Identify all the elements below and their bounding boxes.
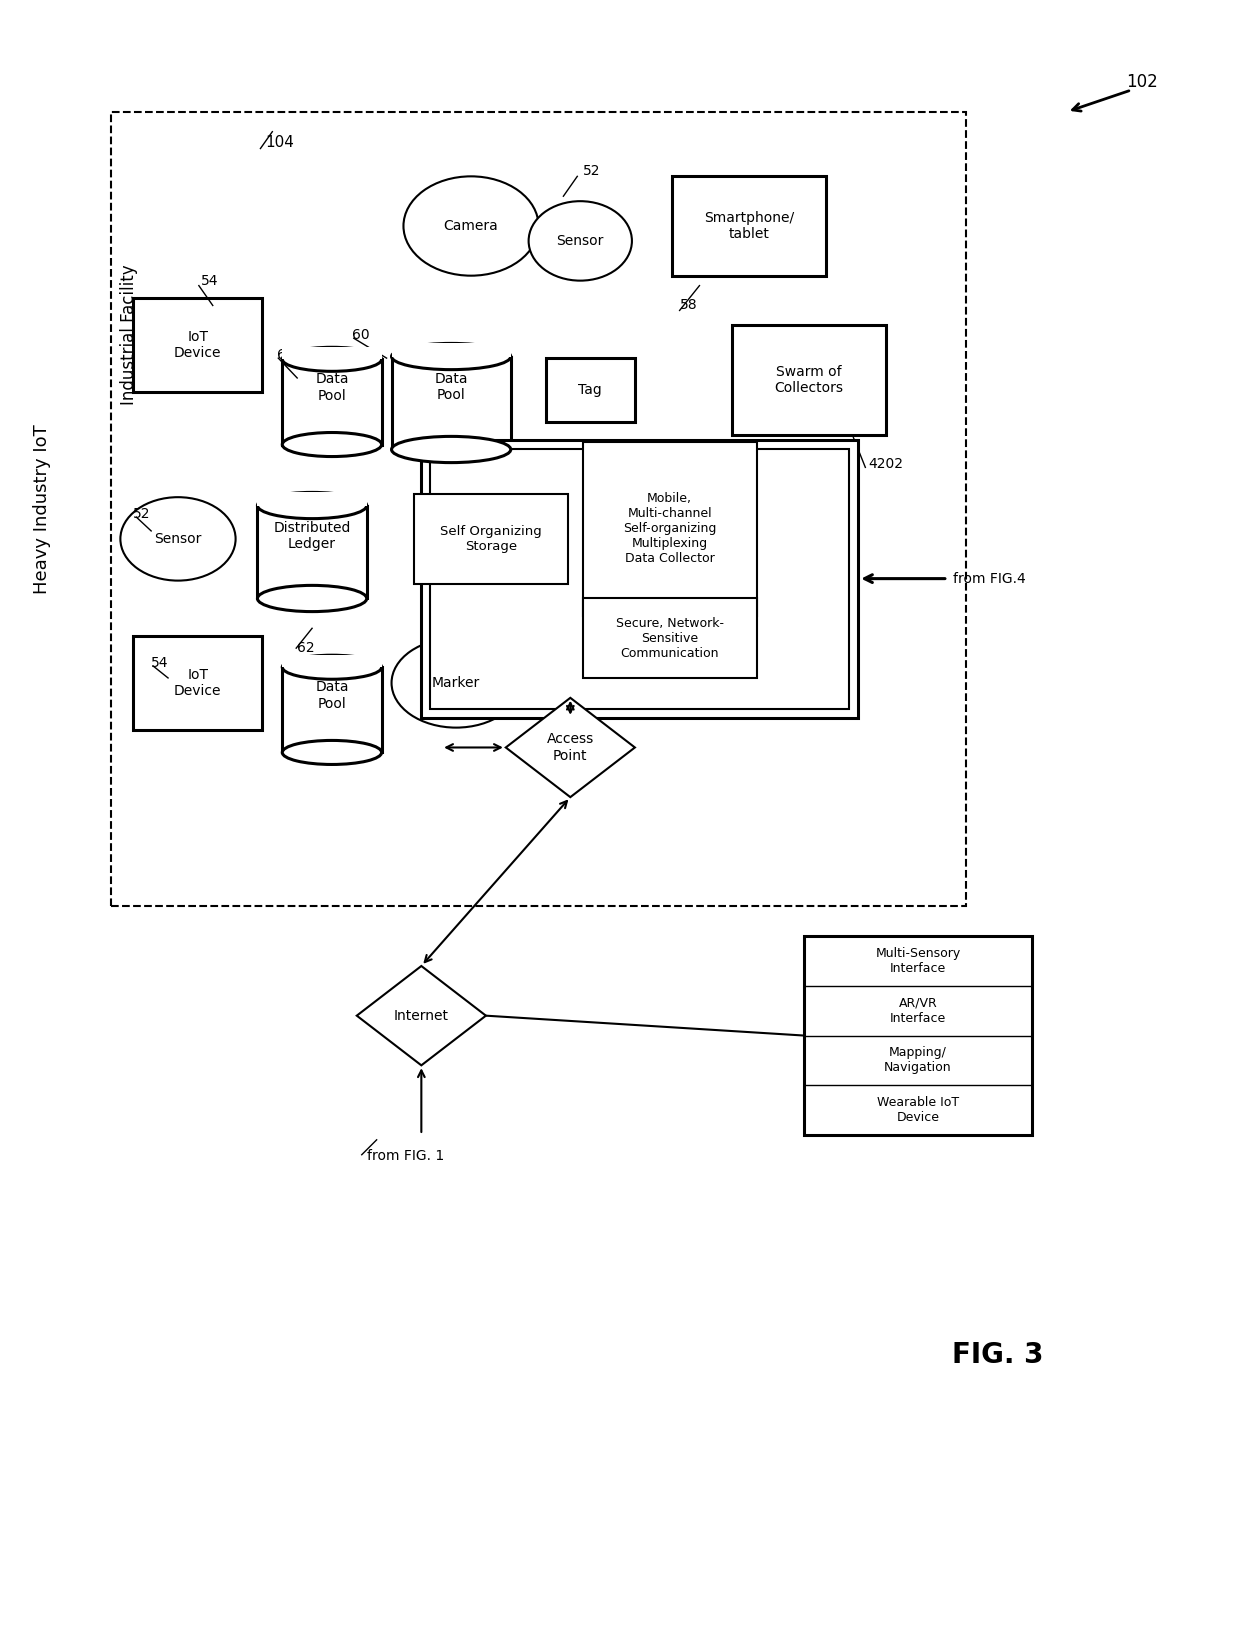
Bar [804, 936, 1032, 1134]
Bar [283, 347, 382, 359]
Ellipse shape [283, 432, 382, 457]
Text: Internet: Internet [394, 1008, 449, 1023]
Text: 60: 60 [278, 349, 295, 362]
Bar [732, 326, 885, 434]
Text: 58: 58 [680, 298, 697, 313]
Bar [283, 359, 382, 445]
Text: Marker: Marker [432, 676, 480, 689]
Text: 60: 60 [352, 329, 370, 342]
Ellipse shape [392, 638, 521, 727]
Bar [422, 440, 858, 717]
Text: from FIG.4: from FIG.4 [952, 571, 1025, 586]
Ellipse shape [258, 493, 367, 519]
Text: Multi-Sensory
Interface: Multi-Sensory Interface [875, 948, 961, 976]
Text: 4202: 4202 [868, 457, 903, 471]
Text: Data
Pool: Data Pool [315, 372, 348, 403]
Bar [258, 506, 367, 599]
Text: 104: 104 [265, 134, 294, 149]
Text: Data
Pool: Data Pool [315, 681, 348, 710]
Ellipse shape [283, 347, 382, 372]
Text: Self Organizing
Storage: Self Organizing Storage [440, 525, 542, 553]
Text: Sensor: Sensor [154, 532, 202, 545]
Text: Camera: Camera [444, 219, 498, 232]
Text: from FIG. 1: from FIG. 1 [367, 1149, 444, 1162]
Text: Tag: Tag [578, 383, 603, 396]
Text: 102: 102 [1127, 74, 1158, 92]
Text: 52: 52 [583, 164, 600, 178]
Bar [283, 655, 382, 668]
Bar [112, 111, 966, 907]
Ellipse shape [120, 498, 236, 581]
Bar [583, 599, 756, 678]
Text: IoT
Device: IoT Device [174, 668, 222, 697]
Bar [546, 357, 635, 422]
Text: Wearable IoT
Device: Wearable IoT Device [877, 1097, 959, 1125]
Bar [430, 449, 849, 709]
Bar [392, 357, 511, 450]
Text: Sensor: Sensor [557, 234, 604, 247]
Ellipse shape [392, 344, 511, 370]
Ellipse shape [392, 437, 511, 463]
Bar [672, 177, 826, 275]
Text: 62: 62 [298, 642, 315, 655]
Text: FIG. 3: FIG. 3 [951, 1341, 1043, 1369]
Text: Smartphone/
tablet: Smartphone/ tablet [704, 211, 794, 241]
Text: Mapping/
Navigation: Mapping/ Navigation [884, 1046, 952, 1074]
Text: Industrial Facility: Industrial Facility [120, 264, 139, 404]
Ellipse shape [528, 201, 632, 280]
Text: 54: 54 [201, 273, 218, 288]
Ellipse shape [283, 655, 382, 679]
Text: Swarm of
Collectors: Swarm of Collectors [774, 365, 843, 395]
Text: Data
Pool: Data Pool [434, 372, 467, 403]
Bar [258, 493, 367, 506]
Text: Access
Point: Access Point [547, 732, 594, 763]
Text: Mobile,
Multi-channel
Self-organizing
Multiplexing
Data Collector: Mobile, Multi-channel Self-organizing Mu… [622, 493, 717, 565]
Bar [583, 442, 756, 616]
Text: 54: 54 [151, 656, 169, 670]
Polygon shape [357, 966, 486, 1066]
Text: Distributed
Ledger: Distributed Ledger [273, 521, 351, 552]
Text: 52: 52 [133, 507, 151, 521]
Ellipse shape [403, 177, 538, 275]
Ellipse shape [258, 586, 367, 612]
Bar [133, 635, 263, 730]
Text: Secure, Network-
Sensitive
Communication: Secure, Network- Sensitive Communication [616, 617, 724, 660]
Polygon shape [506, 697, 635, 797]
Bar [133, 298, 263, 393]
Text: AR/VR
Interface: AR/VR Interface [890, 997, 946, 1025]
Text: Heavy Industry IoT: Heavy Industry IoT [33, 424, 51, 594]
Text: IoT
Device: IoT Device [174, 331, 222, 360]
Bar [414, 494, 568, 583]
Ellipse shape [283, 740, 382, 764]
Bar [392, 344, 511, 357]
Bar [283, 668, 382, 753]
